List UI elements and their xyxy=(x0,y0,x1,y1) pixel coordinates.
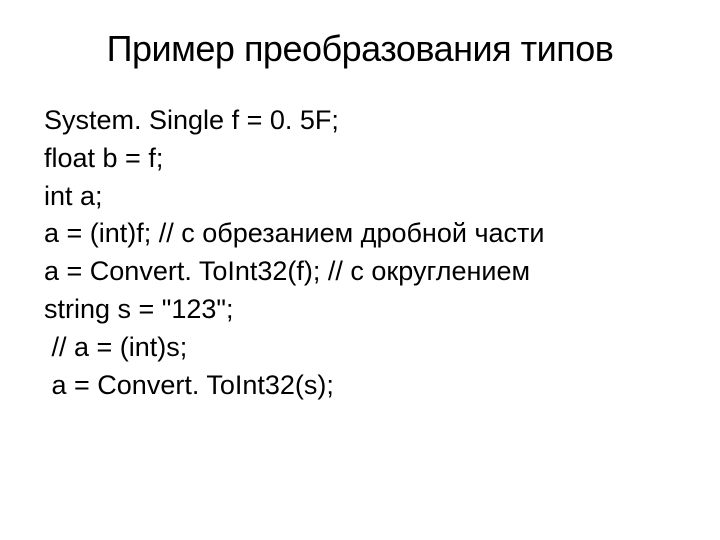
code-line: string s = "123"; xyxy=(44,291,680,329)
code-line: System. Single f = 0. 5F; xyxy=(44,102,680,140)
code-line: a = Convert. ToInt32(f); // с округление… xyxy=(44,253,680,291)
code-line: int a; xyxy=(44,178,680,216)
code-line: float b = f; xyxy=(44,140,680,178)
code-line: // a = (int)s; xyxy=(44,329,680,367)
slide-title: Пример преобразования типов xyxy=(40,28,680,70)
code-line: a = Convert. ToInt32(s); xyxy=(44,367,680,405)
code-line: a = (int)f; // с обрезанием дробной част… xyxy=(44,215,680,253)
code-block: System. Single f = 0. 5F; float b = f; i… xyxy=(40,102,680,404)
